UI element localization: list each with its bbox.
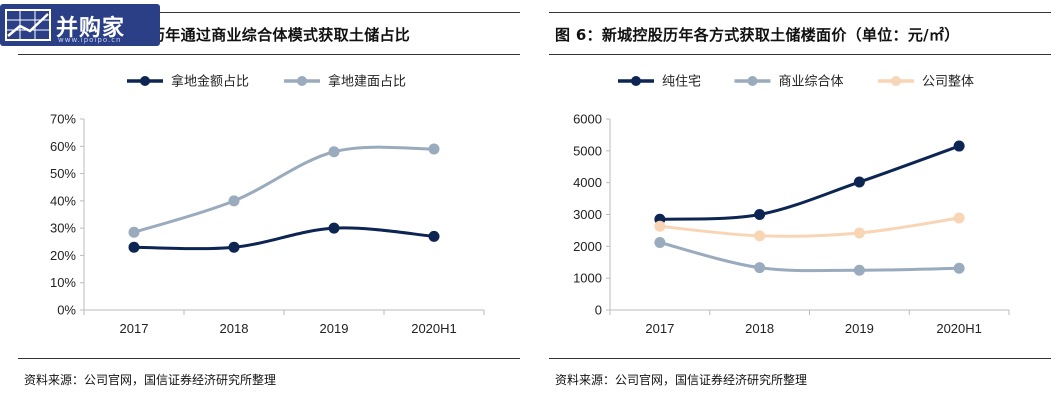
data-point — [128, 241, 140, 253]
y-tick-label: 0 — [595, 303, 602, 318]
left-line-chart: 0% 10% 20% 30% 40% 50% 60% 70% 2017 2018 2019 2020H… — [50, 74, 485, 336]
watermark-grid-icon — [5, 9, 51, 41]
legend-marker — [891, 76, 901, 86]
right-chart-panel: 图 6：新城控股历年各方式获取土储楼面价（单位：元/㎡） 0 1000 2000 30… — [531, 0, 1061, 411]
legend-label: 纯住宅 — [662, 75, 701, 90]
y-tick-label: 0% — [57, 303, 76, 318]
legend-marker — [140, 76, 150, 86]
legend-label: 商业综合体 — [779, 75, 844, 90]
data-point — [853, 227, 865, 239]
x-tick-label: 2018 — [220, 321, 249, 336]
data-point — [853, 176, 865, 188]
source-rule — [18, 358, 520, 359]
legend-marker — [747, 76, 758, 86]
y-tick-label: 10% — [50, 275, 76, 290]
data-point — [754, 209, 766, 220]
data-point — [953, 212, 965, 224]
legend-marker — [297, 76, 307, 86]
right-line-chart: 0 1000 2000 3000 4000 5000 6000 2017 2018 2019 202… — [573, 75, 1010, 336]
title-rule — [18, 54, 520, 55]
legend-label: 公司整体 — [922, 75, 974, 90]
x-tick-label: 2017 — [120, 321, 149, 336]
source-rule — [549, 358, 1051, 359]
x-tick-label: 2017 — [645, 321, 674, 336]
x-tick-label: 2020H1 — [936, 321, 982, 336]
data-point — [328, 146, 340, 158]
watermark-text: 并购家 — [56, 16, 126, 41]
legend-label: 拿地建面占比 — [328, 74, 406, 90]
data-point — [754, 262, 766, 274]
series-line — [133, 226, 435, 251]
left-chart-title: 历年通过商业综合体模式获取土储占比 — [150, 26, 411, 44]
data-point — [428, 143, 440, 155]
data-point — [228, 195, 240, 207]
legend-label: 拿地金额占比 — [171, 74, 249, 90]
data-point — [953, 140, 965, 152]
right-chart-title: 图 6：新城控股历年各方式获取土储楼面价（单位：元/㎡） — [555, 26, 960, 44]
y-tick-label: 20% — [50, 248, 76, 263]
x-tick-label: 2018 — [745, 321, 774, 336]
data-point — [128, 226, 140, 238]
y-tick-label: 60% — [50, 139, 76, 154]
y-tick-label: 4000 — [573, 175, 602, 190]
data-point — [953, 262, 965, 274]
y-tick-label: 2000 — [573, 239, 602, 254]
top-rule — [549, 12, 1051, 13]
watermark-logo: 并购家 www.ipoipo.cn — [0, 4, 160, 46]
x-tick-label: 2020H1 — [411, 321, 457, 336]
left-source-note: 资料来源：公司官网，国信证券经济研究所整理 — [24, 373, 277, 387]
y-tick-label: 1000 — [573, 271, 602, 286]
y-tick-label: 30% — [50, 221, 76, 236]
data-point — [428, 230, 440, 242]
series-line — [133, 145, 435, 234]
data-point — [654, 237, 666, 249]
watermark-url: www.ipoipo.cn — [58, 36, 122, 44]
y-tick-label: 40% — [50, 193, 76, 208]
x-tick-label: 2019 — [320, 321, 349, 336]
left-chart-panel: 历年通过商业综合体模式获取土储占比 0% 10% 20% 30% 40% 50% 60% 70… — [0, 0, 530, 411]
series-line — [659, 144, 960, 221]
series-line — [659, 241, 960, 273]
right-source-note: 资料来源：公司官网，国信证券经济研究所整理 — [555, 373, 808, 387]
legend-marker — [631, 76, 641, 86]
data-point — [328, 222, 340, 234]
title-rule — [549, 54, 1051, 55]
data-point — [654, 220, 666, 232]
y-tick-label: 6000 — [573, 112, 602, 127]
series-line — [659, 216, 960, 238]
y-tick-label: 3000 — [573, 207, 602, 222]
y-tick-label: 50% — [50, 166, 76, 181]
y-tick-label: 5000 — [573, 143, 602, 158]
data-point — [228, 241, 240, 253]
data-point — [754, 230, 766, 242]
x-tick-label: 2019 — [845, 321, 874, 336]
y-tick-label: 70% — [50, 112, 76, 127]
data-point — [853, 264, 865, 276]
top-rule — [18, 12, 520, 13]
